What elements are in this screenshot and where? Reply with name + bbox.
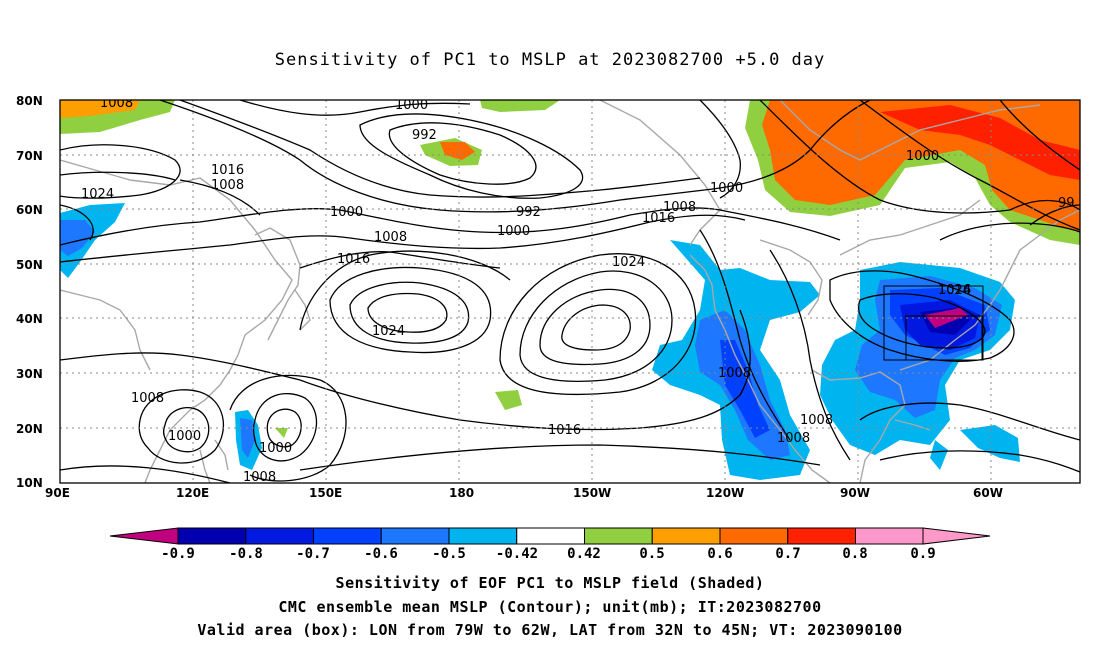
colorbar-label: 0.5	[639, 546, 664, 562]
colorbar-cell	[584, 527, 653, 545]
map-title: Sensitivity of PC1 to MSLP at 2023082700…	[274, 50, 826, 70]
colorbar-label: -0.42	[496, 546, 538, 562]
contour-label: 1016	[548, 423, 581, 438]
contour-label: 1016	[938, 283, 971, 298]
contour-label: 992	[516, 205, 541, 220]
contour-label: 1000	[259, 441, 292, 456]
lat-label: 50N	[16, 258, 43, 272]
lon-label: 90W	[840, 486, 870, 500]
colorbar-cell	[855, 527, 924, 545]
caption-line-2: CMC ensemble mean MSLP (Contour); unit(m…	[278, 598, 822, 616]
contour-label: 1008	[777, 431, 810, 446]
contour-label: 1016	[642, 211, 675, 226]
contour-label: 1008	[211, 178, 244, 193]
colorbar-cell	[109, 527, 179, 545]
lat-label: 70N	[16, 149, 43, 163]
colorbar-cell	[922, 527, 991, 545]
colorbar-cell	[380, 527, 450, 545]
contour-label: 1000	[906, 149, 939, 164]
colorbar-label: 0.6	[707, 546, 732, 562]
lon-label: 180	[449, 486, 474, 500]
contour-label: 1008	[374, 230, 407, 245]
colorbar-label: -0.6	[364, 546, 398, 562]
colorbar-cell	[651, 527, 721, 545]
lat-label: 30N	[16, 367, 43, 381]
colorbar-label: -0.7	[296, 546, 330, 562]
colorbar-label: -0.5	[432, 546, 466, 562]
contour-labels: 1008 1000 992 1016 1008 1024 1000 992 10…	[81, 96, 1075, 485]
graticule	[60, 100, 1080, 483]
colorbar-label: 0.8	[842, 546, 867, 562]
lat-label: 40N	[16, 312, 43, 326]
lat-label: 60N	[16, 203, 43, 217]
contour-label: 1016	[211, 163, 244, 178]
colorbar-label: 0.42	[567, 546, 601, 562]
contour-label: 1008	[718, 366, 751, 381]
lon-labels: 90E 120E 150E 180 150W 120W 90W 60W	[45, 486, 1003, 500]
colorbar-cell	[313, 527, 382, 545]
colorbar-label: 0.7	[775, 546, 800, 562]
lon-label: 60W	[973, 486, 1003, 500]
colorbar-cell	[787, 527, 856, 545]
colorbar-cell	[516, 527, 585, 545]
mslp-contours	[60, 100, 1080, 483]
contour-label: 1024	[938, 283, 971, 298]
contour-label: 1000	[330, 205, 363, 220]
contour-label: 1000	[497, 224, 530, 239]
lon-label: 120E	[176, 486, 209, 500]
colorbar-cell	[245, 527, 314, 545]
colorbar-label: 0.9	[910, 546, 935, 562]
colorbar-cell	[719, 527, 789, 545]
contour-label: 99	[1058, 196, 1075, 211]
contour-label: 1008	[243, 470, 276, 485]
lat-label: 10N	[16, 476, 43, 490]
contour-label: 1024	[612, 255, 645, 270]
lat-labels: 80N 70N 60N 50N 40N 30N 20N 10N	[16, 94, 43, 490]
plot-frame	[59, 99, 1081, 484]
colorbar-label: -0.9	[161, 546, 195, 562]
contour-label: 1008	[131, 391, 164, 406]
contour-label: 1008	[800, 413, 833, 428]
contour-label: 1000	[395, 98, 428, 113]
contour-label: 1008	[663, 200, 696, 215]
colorbar-label: -0.8	[229, 546, 263, 562]
colorbar-labels: -0.9 -0.8 -0.7 -0.6 -0.5 -0.42 0.42 0.5 …	[161, 546, 936, 562]
lon-label: 90E	[45, 486, 70, 500]
contour-label: 1024	[372, 324, 405, 339]
colorbar	[109, 527, 991, 545]
contour-label: 992	[412, 128, 437, 143]
lat-label: 80N	[16, 94, 43, 108]
colorbar-cell	[448, 527, 518, 545]
lon-label: 150W	[573, 486, 611, 500]
contour-label: 1024	[81, 187, 114, 202]
lon-label: 150E	[309, 486, 342, 500]
colorbar-cell	[177, 527, 247, 545]
contour-label: 1008	[100, 96, 133, 111]
caption-line-1: Sensitivity of EOF PC1 to MSLP field (Sh…	[335, 574, 765, 592]
contour-label: 1000	[168, 429, 201, 444]
caption-line-3: Valid area (box): LON from 79W to 62W, L…	[197, 621, 903, 639]
lon-label: 120W	[706, 486, 744, 500]
lat-label: 20N	[16, 422, 43, 436]
contour-label: 1016	[337, 252, 370, 267]
contour-label: 1000	[710, 181, 743, 196]
